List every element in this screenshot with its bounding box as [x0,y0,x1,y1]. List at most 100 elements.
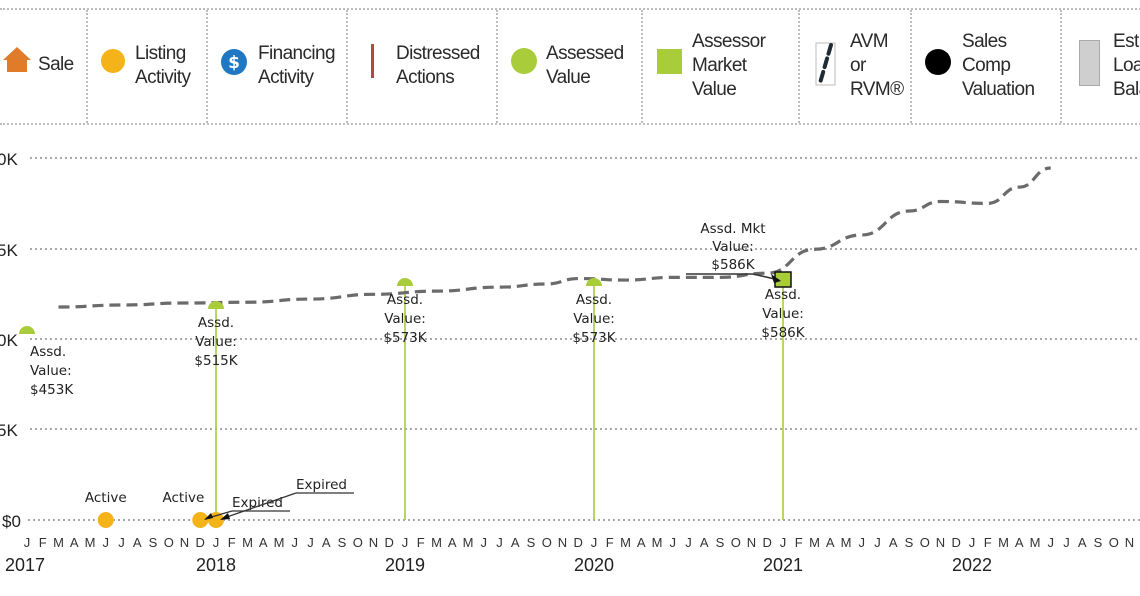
legend-item-sales-comp-valuation[interactable]: Sales Comp Valuation [912,10,1062,123]
x-tick-month: N [1125,535,1134,550]
avm-line [58,166,1051,309]
gridlines [28,157,1140,521]
legend-label-assessed-value: Assessed Value [546,43,624,88]
x-tick-month: F [795,535,803,550]
x-tick-year: 2017 [5,555,45,575]
x-tick-month: O [164,535,174,550]
assessed-value-label: $573K [383,330,427,346]
x-tick-month: N [936,535,945,550]
dashed-line-icon [815,42,836,86]
x-tick-month: F [606,535,614,550]
vertical-bar-icon [371,44,374,78]
x-tick-month: F [39,535,47,550]
x-tick-month: A [259,535,268,550]
listing-label: Active [162,490,204,506]
legend-label-sale: Sale [38,54,74,75]
legend: Sale Listing Activity $ Financing Activity… [0,8,1140,125]
x-tick-month: O [542,535,552,550]
y-axis: $0 5K 0K 5K 0K [0,150,21,531]
x-tick-month: J [24,535,31,550]
x-tick-month: A [889,535,898,550]
legend-label-assessor-market-value: Assessor Market Value [692,31,766,100]
legend-item-sale[interactable]: Sale [0,10,88,123]
x-tick-month: J [307,535,314,550]
x-tick-month: M [620,535,631,550]
x-tick-month: M [274,535,285,550]
x-tick-month: A [1078,535,1087,550]
x-tick-month: O [1109,535,1119,550]
legend-label-avm: AVM or RVM® [850,31,904,100]
x-tick-month: M [998,535,1009,550]
legend-item-assessed-value[interactable]: Assessed Value [498,10,643,123]
x-tick-month: M [652,535,663,550]
x-tick-month: N [747,535,756,550]
assessed-value-label: $573K [572,330,616,346]
bar-icon [1079,40,1100,86]
x-tick-month: F [228,535,236,550]
x-tick-month: J [859,535,866,550]
x-tick-month: J [103,535,110,550]
y-tick-label: 5K [0,421,18,440]
x-tick-month: D [763,535,772,550]
x-tick-month: O [731,535,741,550]
listing-marker[interactable] [192,512,209,528]
assessed-value-label: $586K [761,325,805,341]
assessed-value-marker[interactable] [397,278,413,286]
x-tick-month: J [118,535,125,550]
y-tick-label: 0K [0,150,18,169]
x-tick-month: D [196,535,205,550]
x-tick-month: O [353,535,363,550]
y-tick-label: 0K [0,331,18,350]
legend-item-assessor-market-value[interactable]: Assessor Market Value [643,10,800,123]
listing-label: Active [85,490,127,506]
assessed-value-label: $453K [30,382,74,398]
circle-icon [925,49,951,75]
x-tick-month: J [402,535,409,550]
x-tick-month: M [1030,535,1041,550]
x-tick-month: M [463,535,474,550]
x-tick-month: A [826,535,835,550]
svg-text:$: $ [228,53,240,73]
x-tick-year: 2018 [196,555,236,575]
legend-item-distressed-actions[interactable]: Distressed Actions [348,10,498,123]
x-tick-month: J [1048,535,1055,550]
assessed-value-label: Value: [195,334,237,350]
assessed-value-label: Assd. [765,287,801,303]
x-tick-month: M [85,535,96,550]
x-tick-month: D [574,535,583,550]
legend-item-avm[interactable]: AVM or RVM® [800,10,912,123]
legend-item-listing-activity[interactable]: Listing Activity [88,10,208,123]
x-tick-month: J [591,535,598,550]
legend-label-financing-activity: Financing Activity [258,43,336,88]
assessed-value-marker[interactable] [586,278,602,286]
assessed-value-label: Value: [762,306,804,322]
legend-item-financing-activity[interactable]: $ Financing Activity [208,10,348,123]
legend-label-est-loan-balance: Est.LoaBala [1113,31,1140,100]
assessed-value-marker[interactable] [208,301,224,309]
x-tick-month: M [841,535,852,550]
callout-arrowhead [771,274,781,283]
assessed-value-marker[interactable] [19,326,35,334]
listing-marker[interactable] [97,512,114,528]
x-tick-month: J [780,535,787,550]
x-tick-month: S [1094,535,1103,550]
x-tick-year: 2019 [385,555,425,575]
assessed-value-label: Assd. [198,315,234,331]
x-tick-year: 2021 [763,555,803,575]
x-tick-month: F [417,535,425,550]
assessed-value-label: Assd. [576,292,612,308]
x-tick-month: A [322,535,331,550]
x-tick-month: M [242,535,253,550]
assessed-value-label: Assd. [30,344,66,360]
legend-item-est-loan-balance[interactable]: Est.LoaBala [1062,10,1140,123]
legend-label-sales-comp-valuation: Sales Comp Valuation [962,31,1035,100]
x-tick-month: O [920,535,930,550]
assessed-value-label: Value: [384,311,426,327]
x-tick-month: J [496,535,503,550]
x-tick-month: S [338,535,347,550]
x-tick-month: A [70,535,79,550]
x-tick-year: 2022 [952,555,992,575]
legend-label-listing-activity: Listing Activity [135,43,191,88]
